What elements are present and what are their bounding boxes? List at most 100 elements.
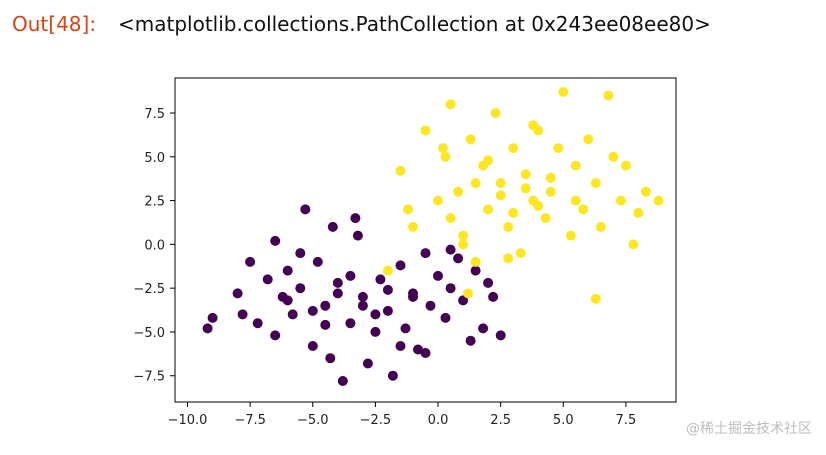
scatter-point-series-2 [603, 90, 614, 101]
scatter-point-series-1 [270, 330, 281, 341]
scatter-point-series-1 [453, 253, 464, 264]
scatter-point-series-2 [570, 160, 581, 171]
scatter-point-series-1 [327, 221, 338, 232]
scatter-point-series-2 [483, 155, 494, 166]
scatter-point-series-1 [320, 319, 331, 330]
scatter-point-series-2 [508, 207, 519, 218]
scatter-point-series-2 [483, 204, 494, 215]
scatter-point-series-2 [403, 204, 413, 215]
scatter-point-series-1 [420, 348, 431, 358]
scatter-point-series-2 [433, 195, 443, 206]
scatter-point-series-2 [633, 207, 644, 218]
scatter-point-series-1 [202, 323, 213, 334]
scatter-point-series-2 [470, 256, 481, 267]
scatter-point-series-2 [463, 288, 474, 299]
scatter-point-series-1 [465, 335, 476, 346]
scatter-point-series-1 [420, 248, 431, 259]
scatter-point-series-1 [287, 309, 298, 320]
scatter-point-series-2 [558, 87, 569, 97]
scatter-point-series-1 [370, 326, 381, 337]
scatter-point-series-1 [395, 341, 406, 351]
scatter-point-series-2 [503, 221, 514, 232]
scatter-point-series-2 [533, 200, 544, 211]
scatter-point-series-1 [478, 323, 489, 334]
scatter-point-series-2 [520, 169, 531, 180]
scatter-point-series-1 [395, 260, 406, 271]
scatter-point-series-1 [400, 323, 411, 334]
scatter-point-series-1 [483, 277, 494, 288]
x-tick-label: −7.5 [234, 413, 266, 428]
x-axis-ticks: −10.0 −7.5 −5.0 −2.5 0.0 2.5 5.0 7.5 [168, 402, 637, 428]
scatter-point-series-2 [495, 178, 506, 189]
scatter-point-series-1 [445, 283, 456, 294]
scatter-point-series-1 [458, 295, 469, 306]
scatter-point-series-1 [408, 291, 418, 302]
scatter-point-series-1 [362, 358, 373, 369]
scatter-point-series-1 [325, 353, 336, 364]
y-axis-ticks: −7.5 −5.0 −2.5 0.0 2.5 5.0 7.5 [133, 107, 175, 385]
x-tick-label: 0.0 [428, 413, 449, 428]
y-tick-label: 7.5 [144, 107, 165, 122]
scatter-point-series-2 [495, 190, 506, 201]
scatter-point-series-2 [458, 230, 469, 241]
x-tick-label: −5.0 [297, 413, 329, 428]
scatter-point-series-1 [300, 204, 311, 215]
x-tick-label: 7.5 [616, 413, 637, 428]
scatter-point-series-1 [433, 270, 443, 281]
scatter-point-series-1 [387, 370, 398, 381]
scatter-point-series-1 [425, 300, 436, 311]
scatter-point-series-2 [453, 186, 464, 197]
scatter-point-series-1 [307, 305, 318, 316]
scatter-point-series-1 [357, 291, 368, 302]
y-tick-label: −2.5 [133, 282, 165, 297]
x-tick-label: −10.0 [168, 413, 208, 428]
y-tick-label: −5.0 [133, 326, 165, 341]
scatter-point-series-2 [540, 213, 551, 224]
scatter-point-series-2 [615, 195, 626, 206]
scatter-point-series-1 [382, 305, 393, 316]
y-tick-label: 2.5 [144, 195, 165, 210]
output-prompt-label: Out[48]: [12, 12, 97, 36]
scatter-point-series-1 [312, 256, 323, 267]
scatter-point-series-1 [350, 213, 361, 224]
y-tick-label: 5.0 [144, 151, 165, 166]
output-text: <matplotlib.collections.PathCollection a… [118, 12, 711, 36]
scatter-point-series-2 [608, 151, 619, 162]
scatter-point-series-1 [470, 265, 481, 276]
scatter-point-series-1 [262, 274, 273, 285]
scatter-point-series-2 [445, 213, 456, 224]
scatter-point-series-2 [528, 120, 539, 131]
scatter-point-series-2 [570, 195, 581, 206]
scatter-point-series-2 [438, 143, 448, 154]
y-tick-label: −7.5 [133, 370, 165, 385]
x-tick-label: 2.5 [490, 413, 511, 428]
scatter-point-series-1 [345, 318, 356, 329]
scatter-point-series-1 [413, 344, 423, 355]
scatter-point-series-1 [237, 309, 248, 320]
scatter-point-series-2 [458, 239, 469, 250]
scatter-point-series-2 [590, 178, 601, 189]
scatter-point-series-2 [490, 108, 501, 118]
scatter-point-series-2 [565, 230, 576, 241]
scatter-point-series-2 [520, 183, 531, 194]
scatter-point-series-1 [488, 291, 499, 302]
scatter-point-series-1 [332, 277, 343, 288]
scatter-point-series-2 [640, 186, 651, 197]
scatter-point-series-1 [232, 288, 243, 299]
scatter-point-series-2 [440, 151, 451, 162]
scatter-point-series-2 [445, 99, 456, 110]
scatter-point-series-2 [395, 165, 406, 176]
scatter-point-series-1 [382, 284, 393, 295]
scatter-point-series-2 [595, 221, 606, 232]
scatter-point-series-2 [653, 195, 664, 206]
scatter-point-series-1 [445, 244, 456, 255]
scatter-point-series-2 [470, 178, 481, 189]
scatter-point-series-2 [503, 253, 514, 264]
scatter-point-series-1 [440, 312, 451, 323]
scatter-point-series-1 [307, 341, 318, 351]
scatter-point-series-2 [620, 160, 631, 171]
scatter-point-series-2 [628, 239, 639, 250]
scatter-point-series-2 [420, 125, 431, 136]
scatter-point-series-2 [545, 172, 556, 183]
scatter-point-series-1 [337, 376, 348, 386]
